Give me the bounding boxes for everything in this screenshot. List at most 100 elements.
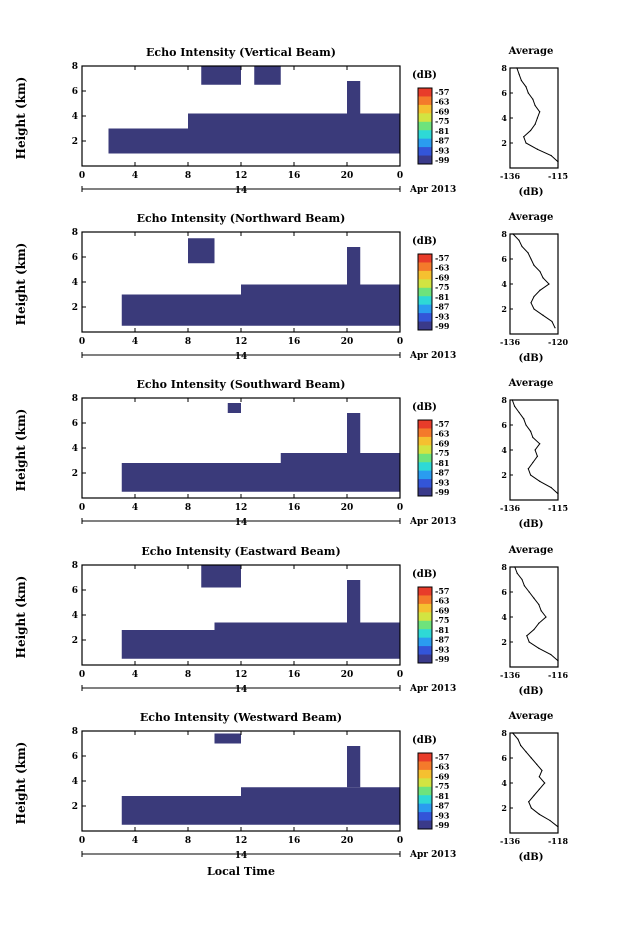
x-tick-label: 8 [185, 670, 191, 680]
average-point [525, 142, 526, 143]
colorbar-cell [418, 122, 432, 131]
colorbar-tick-label: -81 [435, 625, 449, 635]
colorbar-tick-label: -81 [435, 791, 449, 801]
colorbar-cell [418, 638, 432, 647]
y-tick-label: 8 [72, 561, 78, 571]
average-point [530, 474, 531, 475]
colorbar-cell [418, 288, 432, 297]
average-point [533, 308, 534, 309]
average-y-tick-label: 6 [501, 753, 507, 763]
average-point [535, 449, 536, 450]
x-tick-label: 0 [397, 503, 403, 513]
panel-svg: 0 4 8 12 16 20 0 14 2 4 6 8 -57-63-69-75-81-87-93-99… [0, 547, 618, 707]
x-tick-label: 8 [185, 171, 191, 181]
x-tick-label: 20 [341, 836, 354, 846]
average-y-tick-label: 2 [501, 470, 507, 480]
average-point [530, 431, 531, 432]
colorbar-tick-label: -99 [435, 487, 450, 497]
colorbar-cell [418, 279, 432, 288]
average-profile-line [512, 400, 558, 494]
average-x-tick-label: -116 [548, 670, 568, 680]
x-tick-label: 4 [132, 670, 138, 680]
average-point [539, 443, 540, 444]
colorbar-tick-label: -57 [435, 752, 449, 762]
average-point [541, 770, 542, 771]
average-y-tick-label: 6 [501, 420, 507, 430]
x-tick-label: 8 [185, 337, 191, 347]
average-point [544, 782, 545, 783]
average-point [533, 795, 534, 796]
echo-region-3 [201, 66, 241, 85]
colorbar-cell [418, 305, 432, 314]
average-point [545, 616, 546, 617]
y-tick-label: 6 [72, 752, 78, 762]
colorbar-cell [418, 646, 432, 655]
average-point [532, 99, 533, 100]
colorbar-tick-label: -75 [435, 615, 449, 625]
average-point [517, 739, 518, 740]
echo-region-2 [281, 453, 400, 463]
colorbar-tick-label: -87 [435, 468, 449, 478]
colorbar-tick-label: -99 [435, 155, 450, 165]
average-y-tick-label: 4 [501, 279, 507, 289]
x-tick-label: 12 [235, 836, 248, 846]
average-y-tick-label: 2 [501, 138, 507, 148]
average-point [517, 573, 518, 574]
average-point [535, 124, 536, 125]
colorbar-tick-label: -57 [435, 87, 449, 97]
x-tick-label: 16 [288, 337, 301, 347]
panel-5: Echo Intensity (Westward Beam) Height (km… [0, 713, 618, 873]
x-tick-label: 12 [235, 171, 248, 181]
x-tick-label: 0 [79, 670, 85, 680]
average-frame [510, 733, 558, 833]
average-point [539, 814, 540, 815]
average-y-tick-label: 6 [501, 587, 507, 597]
average-point [521, 579, 522, 580]
x-tick-label: 4 [132, 836, 138, 846]
colorbar-tick-label: -75 [435, 448, 449, 458]
x-tick-label: 0 [79, 337, 85, 347]
average-point [529, 591, 530, 592]
average-y-tick-label: 6 [501, 254, 507, 264]
echo-region-2 [188, 114, 400, 129]
colorbar-tick-label: -87 [435, 801, 449, 811]
colorbar-tick-label: -93 [435, 810, 450, 820]
y-tick-label: 4 [72, 112, 78, 122]
panel-1: Echo Intensity (Vertical Beam) Height (km… [0, 48, 618, 208]
colorbar-cell [418, 812, 432, 821]
panel-2: Echo Intensity (Northward Beam) Height (k… [0, 214, 618, 374]
colorbar-cell [418, 479, 432, 488]
colorbar-cell [418, 462, 432, 471]
average-y-tick-label: 6 [501, 88, 507, 98]
average-point [532, 462, 533, 463]
average-point [542, 277, 543, 278]
average-point [538, 604, 539, 605]
y-tick-label: 6 [72, 586, 78, 596]
colorbar-tick-label: -63 [435, 263, 450, 273]
colorbar-cell [418, 105, 432, 114]
colorbar-tick-label: -93 [435, 145, 450, 155]
colorbar-tick-label: -63 [435, 97, 450, 107]
colorbar-cell [418, 322, 432, 331]
average-x-tick-label: -115 [548, 171, 568, 181]
colorbar-cell [418, 770, 432, 779]
average-x-tick-label: -136 [500, 337, 520, 347]
average-point [557, 826, 558, 827]
echo-region-3 [347, 247, 360, 285]
y-tick-label: 6 [72, 87, 78, 97]
average-point [538, 623, 539, 624]
average-point [516, 67, 517, 68]
colorbar-cell [418, 96, 432, 105]
day-label: 14 [235, 518, 248, 528]
average-point [524, 585, 525, 586]
average-y-tick-label: 8 [501, 63, 507, 73]
colorbar-cell [418, 753, 432, 762]
x-tick-label: 16 [288, 171, 301, 181]
colorbar-cell [418, 313, 432, 322]
average-point [548, 283, 549, 284]
y-tick-label: 2 [72, 137, 78, 147]
colorbar-cell [418, 804, 432, 813]
echo-region-1 [109, 129, 401, 154]
y-tick-label: 2 [72, 469, 78, 479]
x-tick-label: 4 [132, 171, 138, 181]
